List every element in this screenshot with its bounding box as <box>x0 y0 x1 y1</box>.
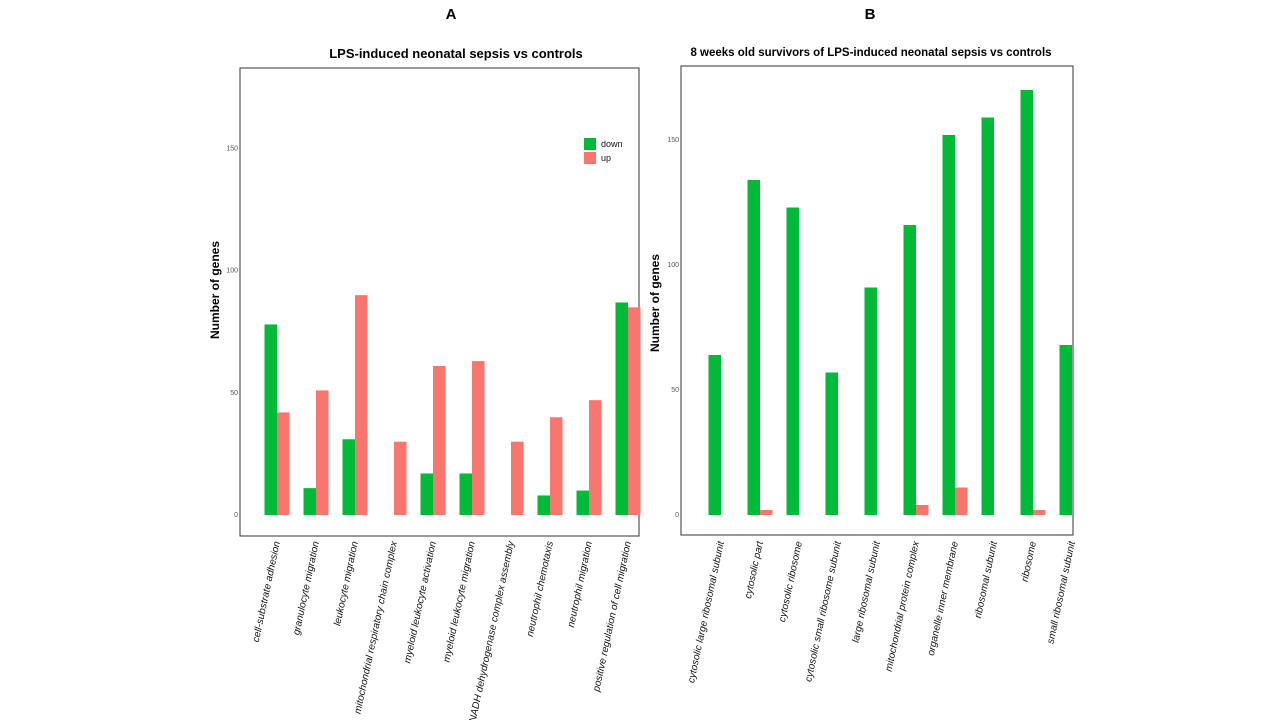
legend-swatch-up <box>584 152 596 164</box>
bar-down <box>576 490 589 515</box>
bar-up <box>1033 510 1046 515</box>
category-label: NADH dehydrogenase complex assembly <box>468 539 517 720</box>
y-tick-label: 100 <box>667 262 679 269</box>
bar-down <box>786 207 799 515</box>
y-tick-label: 150 <box>667 137 679 144</box>
category-label: cell-substrate adhesion <box>251 540 283 643</box>
category-label: neutrophil chemotaxis <box>525 540 556 637</box>
category-label: neutrophil migration <box>566 540 595 629</box>
bar-down <box>864 287 877 515</box>
bar-down <box>825 372 838 515</box>
legend-label-down: down <box>601 139 623 149</box>
y-ticks-b: 0 50 100 150 <box>667 137 679 519</box>
legend: down up <box>584 138 623 164</box>
panel-label-b: B <box>865 6 876 23</box>
bar-down <box>420 473 433 515</box>
bar-down <box>1020 90 1033 515</box>
bar-up <box>316 390 329 515</box>
bar-down <box>303 488 316 515</box>
bar-up <box>628 307 641 515</box>
category-labels-a: cell-substrate adhesion granulocyte migra… <box>251 539 634 720</box>
bar-down <box>537 495 550 515</box>
category-label: granulocyte migration <box>291 540 322 636</box>
y-axis-label-b: Number of genes <box>648 254 662 352</box>
bar-up <box>277 412 290 515</box>
bar-down <box>342 439 355 515</box>
category-label: myeloid leukocyte activation <box>402 540 439 665</box>
bar-down <box>942 135 955 515</box>
bar-up <box>916 505 929 515</box>
category-label: ribosome <box>1020 540 1039 583</box>
panel-b: B 8 weeks old survivors of LPS-induced n… <box>648 6 1078 684</box>
y-axis-label-a: Number of genes <box>208 241 222 339</box>
bar-up <box>511 441 524 515</box>
category-label: large ribosomal subunit <box>851 539 884 644</box>
category-label: myeloid leukocyte migration <box>442 540 479 663</box>
bar-down <box>615 302 628 515</box>
panel-label-a: A <box>446 6 457 23</box>
category-labels-b: cytosolic large ribosomal subunit cytosol… <box>686 539 1078 684</box>
bar-up <box>472 361 485 515</box>
bar-up <box>550 417 563 515</box>
bar-up <box>589 400 602 515</box>
y-tick-label: 0 <box>234 512 238 519</box>
bar-up <box>433 365 446 515</box>
category-label: mitochondrial respiratory chain complex <box>353 539 401 715</box>
bar-up <box>355 295 368 515</box>
y-tick-label: 50 <box>671 387 679 394</box>
legend-swatch-down <box>584 138 596 150</box>
bar-down <box>1059 345 1072 515</box>
category-label: cytosolic part <box>743 539 766 600</box>
bar-down <box>264 324 277 515</box>
category-label: positive regulation of cell migration <box>591 540 634 694</box>
y-ticks-a: 0 50 100 150 <box>226 146 238 519</box>
bar-down <box>903 225 916 515</box>
bars-a <box>264 295 641 515</box>
bar-up <box>760 510 773 515</box>
category-label: cytosolic small ribosome subunit <box>803 539 844 683</box>
bar-down <box>708 355 721 515</box>
category-label: organelle inner membrane <box>926 540 961 657</box>
category-label: ribosomal subunit <box>973 539 1000 619</box>
bar-up <box>394 441 407 515</box>
bars-b <box>708 90 1072 515</box>
bar-down <box>747 180 760 515</box>
category-label: small ribosomal subunit <box>1045 539 1078 645</box>
y-tick-label: 150 <box>226 146 238 153</box>
chart-title-b: 8 weeks old survivors of LPS-induced neo… <box>690 47 1051 59</box>
bar-up <box>955 487 968 515</box>
category-label: mitochondrial protein complex <box>884 539 923 672</box>
y-tick-label: 50 <box>230 390 238 397</box>
bar-down <box>459 473 472 515</box>
bar-down <box>981 117 994 515</box>
category-label: leukocyte migration <box>332 540 361 627</box>
y-tick-label: 100 <box>226 268 238 275</box>
panel-a: A LPS-induced neonatal sepsis vs control… <box>208 6 641 720</box>
category-label: cytosolic large ribosomal subunit <box>686 539 727 684</box>
category-label: cytosolic ribosome <box>777 540 805 623</box>
y-tick-label: 0 <box>675 512 679 519</box>
legend-label-up: up <box>601 153 611 163</box>
chart-title-a: LPS-induced neonatal sepsis vs controls <box>329 46 583 61</box>
